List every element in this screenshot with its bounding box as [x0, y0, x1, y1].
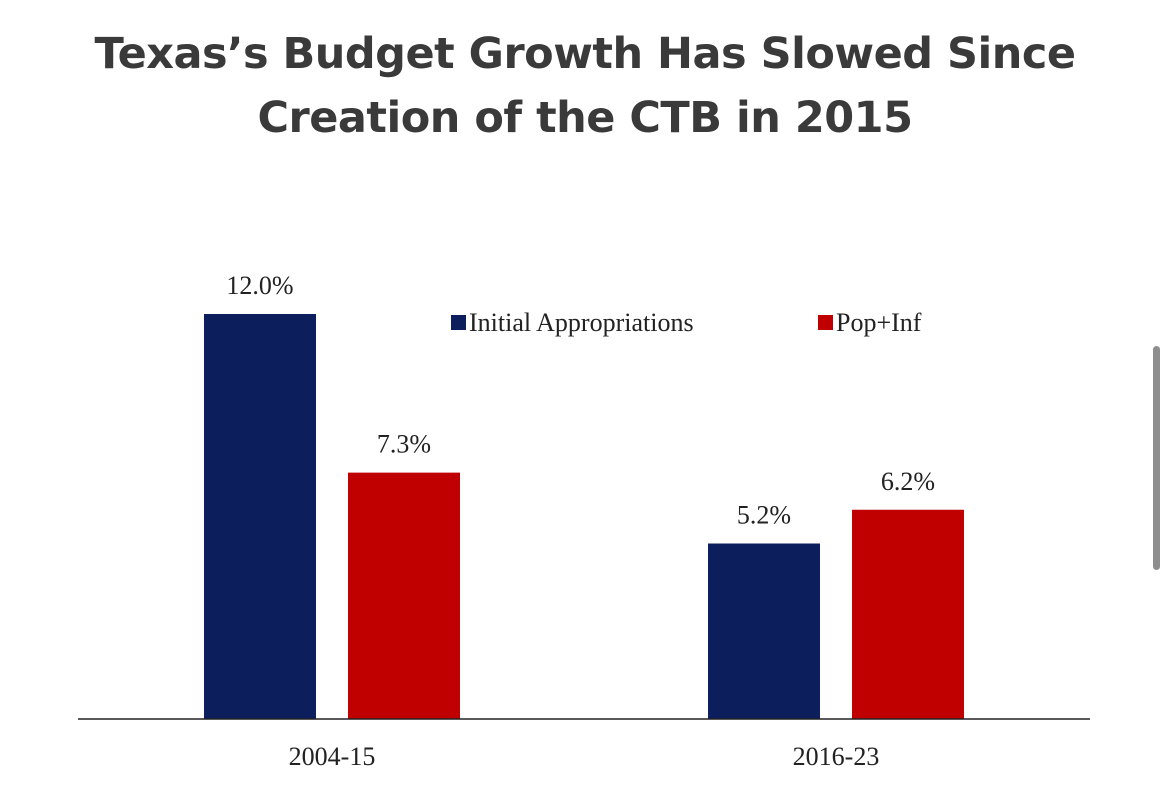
vertical-scrollbar[interactable]	[1153, 346, 1160, 570]
category-labels-layer: 2004-15 2016-23	[289, 742, 880, 771]
legend-swatch-pop-inf	[818, 315, 833, 330]
value-label-initial-appropriations-2004-15: 12.0%	[226, 271, 293, 300]
bar-initial-appropriations-2016-23	[708, 543, 820, 719]
value-labels-layer: 12.0% 7.3% 5.2% 6.2%	[226, 271, 935, 530]
value-label-pop-inf-2016-23: 6.2%	[881, 467, 935, 496]
bar-pop-inf-2016-23	[852, 509, 964, 719]
value-label-pop-inf-2004-15: 7.3%	[377, 430, 431, 459]
value-label-initial-appropriations-2016-23: 5.2%	[737, 501, 791, 530]
legend-swatch-initial-appropriations	[451, 315, 466, 330]
legend-label-pop-inf: Pop+Inf	[836, 308, 922, 337]
bar-initial-appropriations-2004-15	[204, 314, 316, 719]
legend-label-initial-appropriations: Initial Appropriations	[469, 308, 694, 337]
legend: Initial Appropriations Pop+Inf	[451, 308, 922, 337]
chart-title-line-1: Texas’s Budget Growth Has Slowed Since	[94, 29, 1076, 79]
category-label-2016-23: 2016-23	[793, 742, 880, 771]
chart-title: Texas’s Budget Growth Has Slowed Since C…	[0, 22, 1170, 150]
bar-pop-inf-2004-15	[348, 472, 460, 719]
bars-layer	[204, 314, 964, 719]
chart-title-line-2: Creation of the CTB in 2015	[257, 93, 913, 143]
category-label-2004-15: 2004-15	[289, 742, 376, 771]
